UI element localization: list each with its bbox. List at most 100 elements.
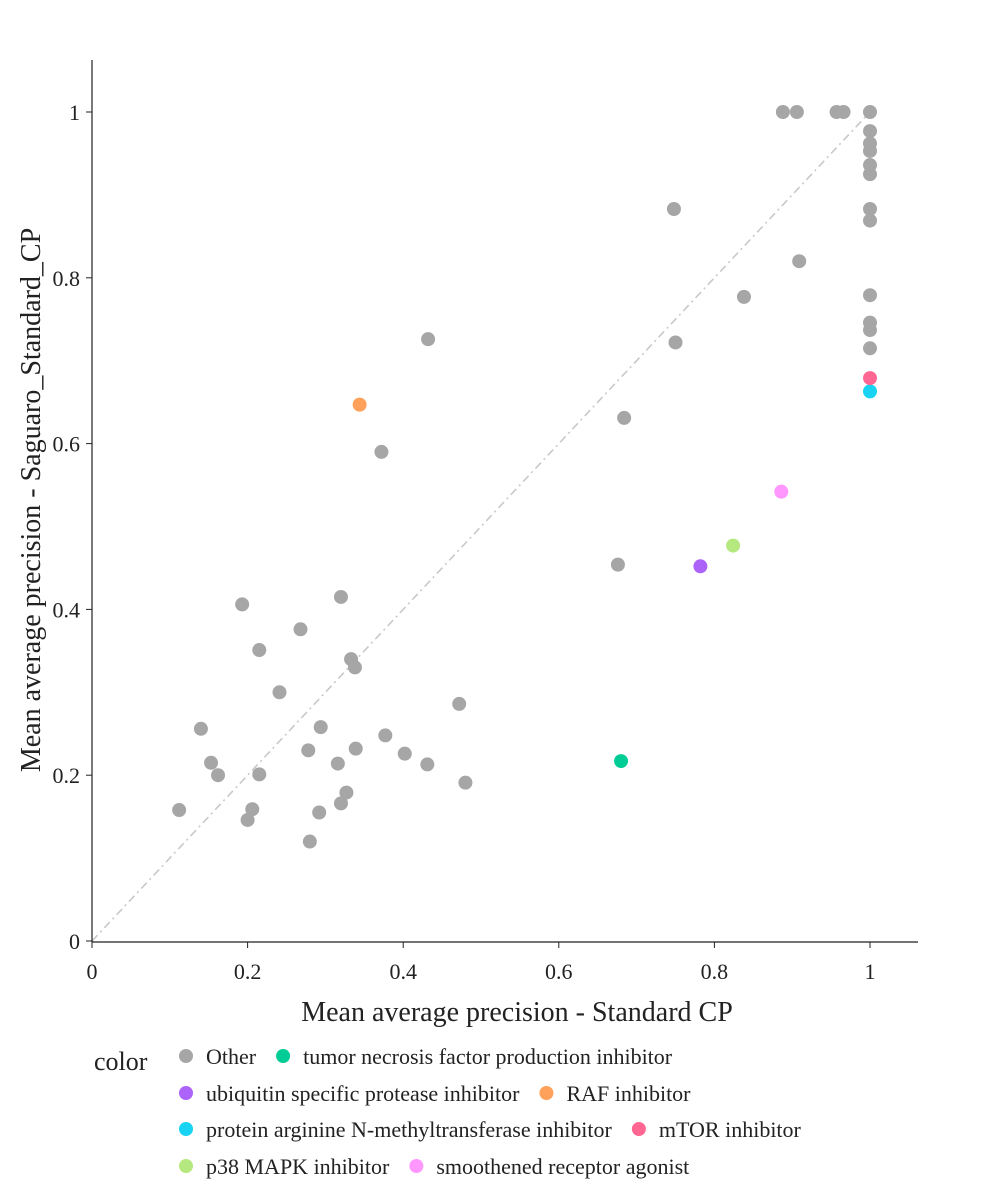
y-tick-label: 0.2 <box>53 763 81 788</box>
data-points <box>172 105 877 849</box>
data-point-other <box>863 288 877 303</box>
data-point-other <box>420 757 435 772</box>
data-point-raf-inhibitor <box>352 397 367 412</box>
data-point-other <box>293 622 308 637</box>
data-point-other <box>333 589 348 604</box>
data-point-other <box>330 756 345 771</box>
data-point-other <box>272 685 287 700</box>
data-point-other <box>863 213 877 228</box>
data-point-other <box>339 785 354 800</box>
y-tick-label: 0.6 <box>53 432 81 457</box>
y-tick-label: 0.4 <box>53 597 81 622</box>
data-point-other <box>863 124 877 139</box>
data-point-other <box>863 341 877 356</box>
data-point-other <box>374 444 389 459</box>
axes <box>91 60 918 943</box>
data-point-other <box>252 767 267 782</box>
data-point-other <box>333 796 348 811</box>
data-point-other <box>302 834 317 849</box>
data-point-tumor-necrosis-factor-production-inhibitor <box>614 754 629 769</box>
legend-marker <box>539 1086 554 1100</box>
legend-marker <box>409 1159 424 1173</box>
data-point-other <box>666 201 681 216</box>
legend-item-ubiquitin-specific-protease-inhibitor: ubiquitin specific protease inhibitor <box>179 1081 520 1106</box>
data-point-other <box>617 410 632 425</box>
legend-label: RAF inhibitor <box>566 1081 691 1106</box>
data-point-other <box>863 167 877 182</box>
data-point-other <box>863 143 877 158</box>
legend: color Other tumor necrosis factor product… <box>94 1044 802 1179</box>
data-point-other <box>378 728 393 743</box>
legend-label: protein arginine N-methyltransferase inh… <box>206 1117 613 1142</box>
legend-marker <box>631 1122 646 1136</box>
identity-reference-line <box>91 111 871 942</box>
x-tick-label: 0.4 <box>389 959 417 984</box>
legend-marker <box>276 1049 291 1063</box>
legend-item-smoothened-receptor-agonist: smoothened receptor agonist <box>409 1154 689 1179</box>
data-point-other <box>211 768 226 783</box>
data-point-p38-mapk-inhibitor <box>726 538 741 553</box>
data-point-other <box>235 597 250 612</box>
y-tick-label: 0.8 <box>53 266 81 291</box>
x-axis-ticks: 0 0.2 0.4 0.6 0.8 1 <box>87 942 876 984</box>
data-point-other <box>347 660 362 675</box>
legend-marker <box>179 1122 193 1136</box>
reference-line-layer <box>91 111 871 942</box>
data-point-ubiquitin-specific-protease-inhibitor <box>693 559 708 574</box>
data-point-other <box>792 254 807 269</box>
legend-item-tumor-necrosis-factor-production-inhibitor: tumor necrosis factor production inhibit… <box>276 1044 673 1069</box>
legend-marker <box>179 1086 193 1100</box>
x-axis-title: Mean average precision - Standard CP <box>301 997 733 1028</box>
legend-items: Other tumor necrosis factor production in… <box>179 1044 802 1179</box>
legend-marker <box>179 1049 193 1063</box>
x-tick-label: 0.8 <box>701 959 729 984</box>
legend-label: ubiquitin specific protease inhibitor <box>206 1081 520 1106</box>
data-point-other <box>252 643 267 658</box>
legend-label: p38 MAPK inhibitor <box>206 1154 390 1179</box>
data-point-other <box>193 721 208 736</box>
legend-item-mtor-inhibitor: mTOR inhibitor <box>631 1117 802 1142</box>
legend-item-p38-mapk-inhibitor: p38 MAPK inhibitor <box>179 1154 390 1179</box>
data-point-other <box>421 332 436 347</box>
data-point-other <box>313 720 328 735</box>
data-point-other <box>312 805 327 820</box>
data-point-mtor-inhibitor <box>863 371 877 386</box>
data-point-other <box>348 741 363 756</box>
x-tick-label: 0.6 <box>545 959 573 984</box>
x-tick-label: 1 <box>865 959 876 984</box>
legend-item-raf-inhibitor: RAF inhibitor <box>539 1081 691 1106</box>
data-point-other <box>172 803 187 818</box>
legend-title: color <box>94 1047 148 1076</box>
data-point-other <box>245 802 260 817</box>
data-point-other <box>863 201 877 216</box>
data-point-smoothened-receptor-agonist <box>774 484 789 499</box>
data-point-other <box>736 289 751 304</box>
x-tick-label: 0.2 <box>234 959 262 984</box>
data-point-other <box>863 323 877 338</box>
data-point-other <box>458 775 473 790</box>
legend-item-protein-arginine-n-methyltransferase-inhibitor: protein arginine N-methyltransferase inh… <box>179 1117 613 1142</box>
data-point-other <box>204 755 219 770</box>
x-tick-label: 0 <box>87 959 98 984</box>
y-axis-title: Mean average precision - Saguaro_Standar… <box>16 228 47 772</box>
legend-label: tumor necrosis factor production inhibit… <box>303 1044 673 1069</box>
data-point-protein-arginine-n-methyltransferase-inhibitor <box>863 384 877 399</box>
data-point-other <box>789 105 804 119</box>
legend-item-other: Other <box>179 1044 257 1069</box>
data-point-other <box>240 812 255 827</box>
data-point-other <box>668 335 683 350</box>
data-point-other <box>452 696 467 711</box>
data-point-other <box>836 105 851 119</box>
data-point-other <box>397 746 412 761</box>
y-axis-ticks: 0 0.2 0.4 0.6 0.8 1 <box>53 100 92 954</box>
legend-label: smoothened receptor agonist <box>436 1154 689 1179</box>
y-tick-label: 0 <box>69 929 80 954</box>
legend-label: Other <box>206 1044 257 1069</box>
y-tick-label: 1 <box>69 100 80 125</box>
data-point-other <box>301 743 316 758</box>
data-point-other <box>775 105 790 119</box>
data-point-other <box>863 105 877 119</box>
legend-label: mTOR inhibitor <box>659 1117 802 1142</box>
legend-marker <box>179 1159 193 1173</box>
